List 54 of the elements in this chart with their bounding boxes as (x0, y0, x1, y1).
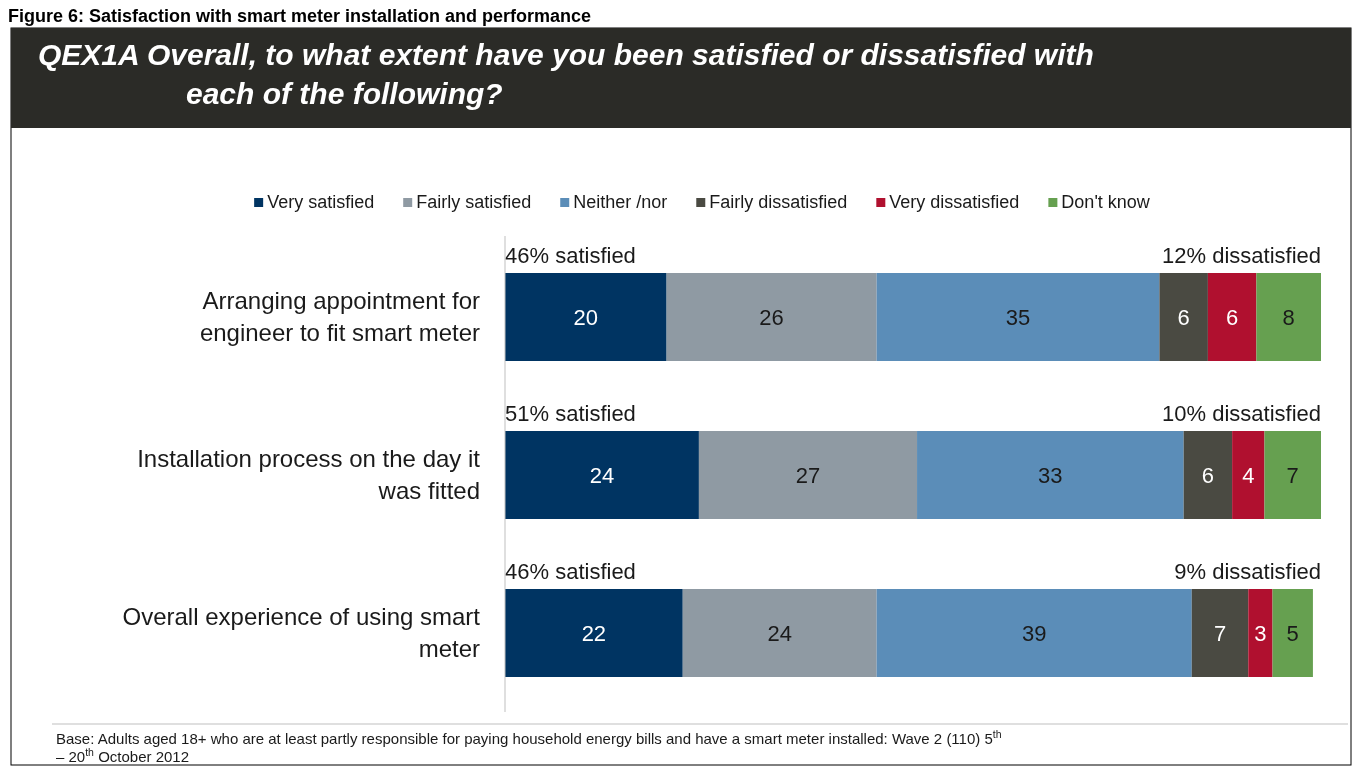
legend-label: Neither /nor (573, 192, 668, 212)
y-tick-label: Installation process on the day it was fitted (137, 445, 481, 504)
bar (698, 431, 918, 519)
data-label: 3 (1254, 621, 1267, 646)
annotation: 10% dissatisfied (1162, 401, 1321, 426)
bar (1207, 273, 1257, 361)
bar (1256, 273, 1321, 361)
data-label: 8 (1282, 305, 1295, 330)
legend-label: Fairly dissatisfied (709, 192, 848, 212)
bar (666, 273, 877, 361)
text: Figure 6: Satisfaction with smart meter installation and performance (8, 6, 592, 26)
bar (1232, 431, 1265, 519)
bar (1264, 431, 1321, 519)
annotation: 46% satisfied (505, 559, 636, 584)
bar (1183, 431, 1233, 519)
data-label: 7 (1213, 621, 1227, 646)
text: Base: Adults aged 18+ who are at least partly responsible for paying household energy bills and have a smart meter installed: Wave 2 (110) 5$^{th}$ – 20$^{th}$ October 2012 (56, 728, 1002, 765)
bar (1191, 589, 1249, 677)
bar (505, 273, 667, 361)
bar (1159, 273, 1208, 361)
data-label: 20 (573, 305, 599, 330)
annotation: 51% satisfied (505, 401, 636, 426)
data-label: 4 (1242, 463, 1255, 488)
data-label: 24 (589, 463, 615, 488)
bar (1272, 589, 1313, 677)
chart-subtitle: QEX1A Overall, to what extent have you been satisfied or dissatisfied with each of the following? (38, 38, 1094, 110)
bar (876, 589, 1192, 677)
data-label: 39 (1021, 621, 1047, 646)
legend-label: Very satisfied (267, 192, 375, 212)
legend-label: Very dissatisfied (889, 192, 1020, 212)
bar (505, 589, 683, 677)
data-label: 6 (1226, 305, 1239, 330)
legend-label: Fairly satisfied (416, 192, 532, 212)
bar (505, 431, 699, 519)
data-label: 26 (759, 305, 784, 330)
data-label: 24 (767, 621, 792, 646)
y-tick-label: Arranging appointment for engineer to fit smart meter (199, 287, 481, 346)
legend-label: Don't know (1061, 192, 1151, 212)
annotation: 9% dissatisfied (1174, 559, 1321, 584)
data-label: 27 (795, 463, 821, 488)
data-label: 33 (1038, 463, 1063, 488)
bar (917, 431, 1184, 519)
bar (876, 273, 1160, 361)
bar (682, 589, 877, 677)
annotation: 46% satisfied (505, 243, 636, 268)
annotation: 12% dissatisfied (1162, 243, 1321, 268)
bar (1248, 589, 1273, 677)
data-label: 7 (1286, 463, 1299, 488)
data-label: 5 (1286, 621, 1299, 646)
data-label: 6 (1177, 305, 1190, 330)
y-tick-label: Overall experience of using smart meter (122, 603, 481, 662)
data-label: 35 (1005, 305, 1031, 330)
data-label: 6 (1201, 463, 1215, 488)
data-label: 22 (581, 621, 607, 646)
